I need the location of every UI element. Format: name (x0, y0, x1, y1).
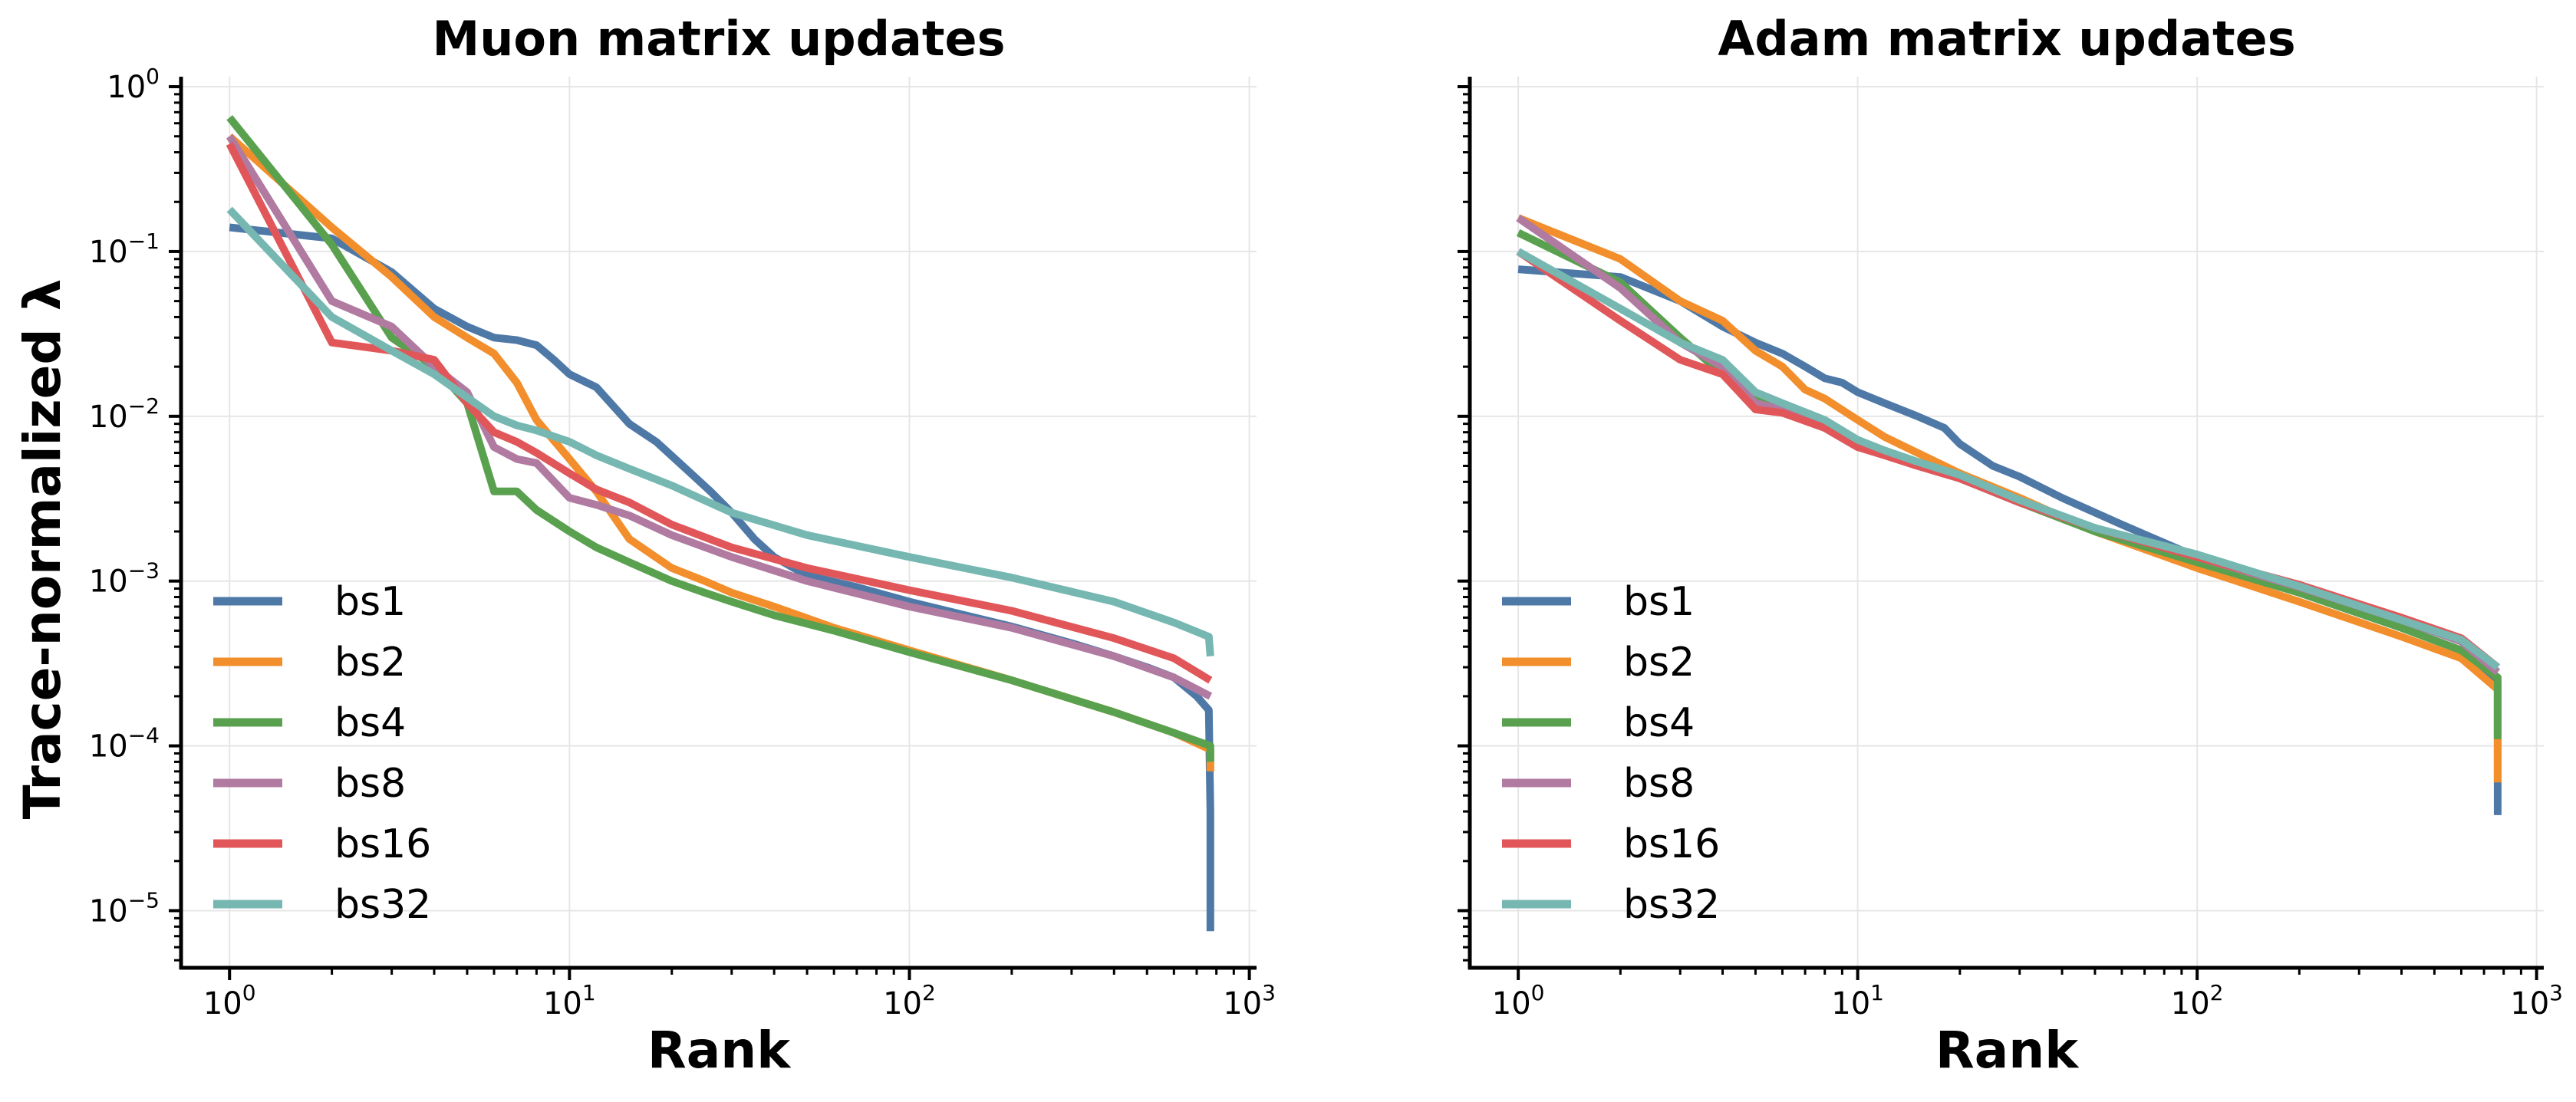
muon-y-tick-label: 10−2 (89, 393, 160, 435)
muon-y-tick-label: 100 (107, 64, 160, 105)
muon-axes: 100 101 102 103 10−5 10−4 10−3 10−2 10−1 100 (89, 64, 1276, 1021)
muon-x-axis-label: Rank (647, 1021, 792, 1080)
muon-legend: bs1 bs2 bs4 bs8 bs16 bs32 (213, 579, 431, 928)
muon-y-tick-label: 10−1 (89, 229, 160, 270)
muon-series-lines (226, 115, 1214, 932)
adam-chart-title: Adam matrix updates (1718, 11, 2295, 67)
muon-chart-panel: Muon matrix updates Rank Trace-normalize… (13, 11, 1276, 1080)
muon-series-line-bs32 (226, 206, 1214, 657)
adam-x-tick-label: 100 (1492, 980, 1545, 1021)
adam-legend-label-bs8: bs8 (1623, 761, 1695, 807)
adam-x-tick-label: 102 (2171, 980, 2224, 1021)
muon-series-line-bs16 (226, 142, 1213, 684)
muon-legend-label-bs8: bs8 (334, 761, 406, 807)
adam-x-tick-label: 103 (2510, 980, 2563, 1021)
adam-legend: bs1 bs2 bs4 bs8 bs16 bs32 (1502, 579, 1720, 928)
adam-chart-panel: Adam matrix updates Rank 100 101 102 103 bs… (1458, 11, 2563, 1080)
muon-legend-label-bs32: bs32 (334, 882, 431, 928)
muon-x-tick-label: 103 (1223, 980, 1276, 1021)
muon-legend-label-bs1: bs1 (334, 579, 406, 625)
adam-x-axis-label: Rank (1935, 1021, 2080, 1080)
muon-chart-title: Muon matrix updates (433, 11, 1006, 67)
muon-series-line-bs8 (226, 134, 1213, 700)
adam-gridlines (1470, 77, 2544, 968)
muon-y-tick-label: 10−5 (89, 887, 160, 929)
adam-legend-label-bs32: bs32 (1623, 882, 1720, 928)
muon-legend-label-bs16: bs16 (334, 821, 431, 867)
adam-series-line-bs2 (1517, 214, 2502, 783)
adam-legend-label-bs1: bs1 (1623, 579, 1695, 625)
adam-x-tick-label: 101 (1831, 980, 1884, 1021)
adam-series-line-bs32 (1516, 248, 2500, 671)
y-axis-label: Trace-normalized λ (13, 279, 72, 820)
muon-x-tick-label: 102 (883, 980, 936, 1021)
adam-axes: 100 101 102 103 (1458, 77, 2563, 1021)
muon-legend-label-bs2: bs2 (334, 640, 406, 686)
muon-x-tick-label: 100 (203, 980, 256, 1021)
adam-legend-label-bs4: bs4 (1623, 700, 1695, 746)
muon-x-tick-label: 101 (543, 980, 596, 1021)
adam-series-lines (1516, 214, 2502, 815)
muon-legend-label-bs4: bs4 (334, 700, 406, 746)
muon-y-tick-label: 10−4 (89, 723, 160, 765)
muon-y-tick-label: 10−3 (89, 558, 160, 600)
adam-legend-label-bs2: bs2 (1623, 640, 1695, 686)
adam-legend-label-bs16: bs16 (1623, 821, 1720, 867)
